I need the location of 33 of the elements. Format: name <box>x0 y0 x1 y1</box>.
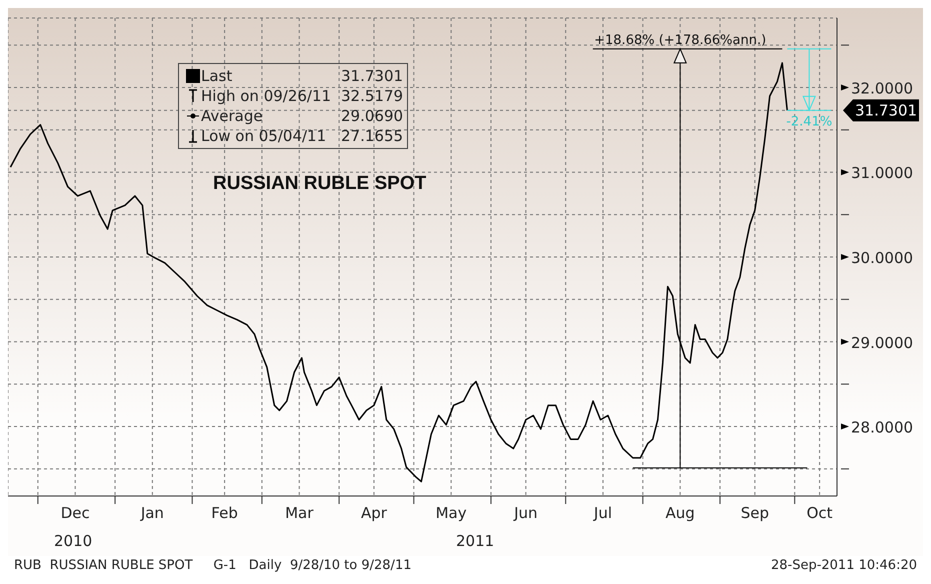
y-tick-label: 32.0000 <box>851 79 914 98</box>
x-tick-label: Mar <box>285 504 314 522</box>
x-tick-label: Jan <box>140 504 164 522</box>
annotation: Average <box>201 106 264 126</box>
y-tick-label: 30.0000 <box>851 249 914 267</box>
text: 28-Sep-2011 10:46:20 <box>770 558 917 573</box>
annotation: Low on 05/04/11 <box>201 126 328 146</box>
x-tick-label: Jun <box>513 504 538 522</box>
x-tick-label: Jul <box>592 504 612 522</box>
y-tick-label: 31.7301 <box>855 101 918 120</box>
annotation: High on 09/26/11 <box>201 86 332 106</box>
text: RUSSIAN RUBLE SPOT <box>213 173 426 195</box>
annotation: -2.41% <box>786 114 832 130</box>
line-series <box>10 62 788 482</box>
annotation: 31.7301 <box>341 66 404 86</box>
x-tick-label: Oct <box>806 504 833 522</box>
ref-line-label: +18.68% (+178.66%ann.) <box>594 32 766 48</box>
x-tick-label: Dec <box>60 504 90 522</box>
annotation: 27.1655 <box>341 126 404 146</box>
text: RUB RUSSIAN RUBLE SPOT G-1 Daily 9/28/10 to 9/28/11 <box>14 558 412 573</box>
y-tick-label: 28.0000 <box>851 418 914 437</box>
text: 2010 <box>54 532 92 550</box>
annotation: 32.5179 <box>341 86 404 106</box>
x-tick-label: Aug <box>666 504 695 522</box>
annotation: 29.0690 <box>341 106 404 126</box>
x-tick-label: Apr <box>360 504 388 522</box>
annotation: Last <box>201 66 234 86</box>
text: 2011 <box>456 532 494 550</box>
y-tick-label: 29.0000 <box>851 334 914 352</box>
y-tick-label: 31.0000 <box>851 164 914 182</box>
x-tick-label: Sep <box>740 504 769 522</box>
x-tick-label: May <box>436 504 467 522</box>
x-tick-label: Feb <box>211 504 238 522</box>
